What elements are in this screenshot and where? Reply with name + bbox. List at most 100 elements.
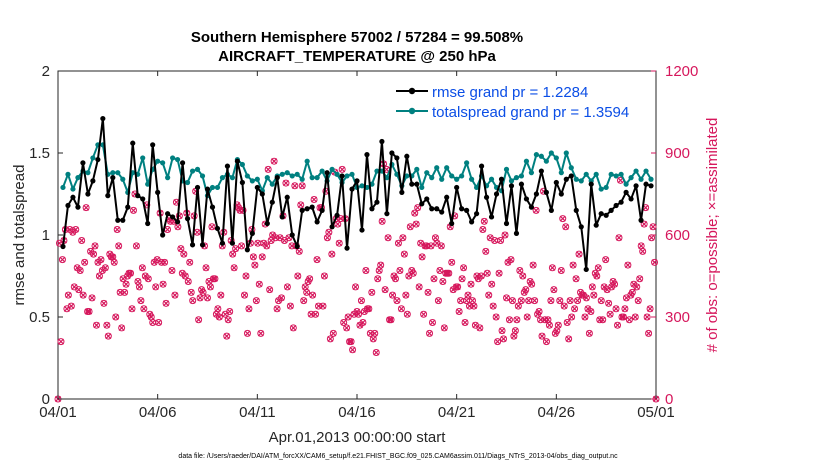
obs-assimilated-point xyxy=(217,292,224,299)
obs-possible-point xyxy=(239,206,247,214)
obs-assimilated-point xyxy=(439,278,446,285)
obs-possible-point xyxy=(307,310,315,318)
obs-assimilated-point xyxy=(444,270,451,277)
obs-assimilated-point xyxy=(493,313,500,321)
obs-assimilated-point xyxy=(524,313,531,321)
obs-assimilated-point xyxy=(650,223,657,230)
totalspread-point xyxy=(155,158,161,164)
obs-possible-point xyxy=(368,288,376,296)
obs-possible-point xyxy=(285,234,293,242)
rmse-point xyxy=(80,160,86,166)
rmse-point xyxy=(239,179,245,186)
rmse-point xyxy=(424,196,430,202)
obs-possible-point xyxy=(440,324,448,332)
obs-possible-point xyxy=(312,310,320,318)
obs-possible-point xyxy=(465,302,473,310)
obs-possible-point xyxy=(503,294,510,302)
obs-assimilated-point xyxy=(456,308,463,315)
obs-possible-point xyxy=(357,297,365,305)
obs-assimilated-point xyxy=(528,281,535,288)
totalspread-point xyxy=(568,165,574,171)
obs-assimilated-point xyxy=(108,253,115,260)
obs-possible-point xyxy=(569,261,577,269)
rmse-point xyxy=(179,160,186,166)
obs-assimilated-point xyxy=(624,262,631,269)
obs-assimilated-point xyxy=(297,201,304,208)
obs-assimilated-point xyxy=(309,292,316,299)
obs-assimilated-point xyxy=(626,316,633,323)
obs-possible-point xyxy=(461,318,469,326)
obs-assimilated-point xyxy=(494,338,501,345)
obs-assimilated-point xyxy=(469,297,476,304)
obs-possible-point xyxy=(492,313,500,321)
obs-assimilated-point xyxy=(321,272,328,280)
obs-assimilated-point xyxy=(365,305,372,312)
obs-assimilated-point xyxy=(163,300,170,307)
obs-possible-point xyxy=(566,297,574,305)
rmse-point xyxy=(454,184,460,191)
obs-possible-point xyxy=(639,247,647,255)
obs-possible-point xyxy=(90,250,98,258)
obs-possible-point xyxy=(411,209,419,217)
obs-assimilated-point xyxy=(346,338,353,345)
rmse-point xyxy=(130,140,136,146)
obs-possible-point xyxy=(482,247,490,255)
totalspread-point xyxy=(184,179,191,186)
obs-assimilated-point xyxy=(223,333,230,340)
rmse-point xyxy=(603,212,609,218)
totalspread-point xyxy=(194,166,201,172)
totalspread-point xyxy=(90,155,96,161)
obs-possible-point xyxy=(621,305,629,313)
rmse-point xyxy=(538,168,544,174)
rmse-point xyxy=(344,245,350,251)
obs-assimilated-point xyxy=(611,281,618,288)
obs-assimilated-point xyxy=(621,305,628,312)
rmse-point xyxy=(459,206,465,212)
rmse-point xyxy=(140,196,146,202)
obs-possible-point xyxy=(206,283,214,291)
obs-assimilated-point xyxy=(457,297,464,304)
obs-assimilated-point xyxy=(161,259,168,266)
obs-assimilated-point xyxy=(491,237,498,244)
y-right-tick-label: 1200 xyxy=(665,63,698,80)
obs-possible-point xyxy=(529,261,537,269)
y-tick-label: 0 xyxy=(42,391,50,408)
obs-assimilated-point xyxy=(562,223,569,230)
obs-possible-point xyxy=(572,275,580,283)
totalspread-point xyxy=(70,186,76,192)
plot-frame xyxy=(57,70,657,400)
rmse-point xyxy=(219,240,226,246)
obs-possible-point xyxy=(451,212,459,220)
obs-possible-point xyxy=(402,291,410,299)
totalspread-point xyxy=(304,158,310,164)
obs-possible-point xyxy=(581,313,589,321)
obs-possible-point xyxy=(488,280,496,288)
obs-assimilated-point xyxy=(376,267,383,274)
obs-possible-point xyxy=(582,294,590,302)
obs-assimilated-point xyxy=(586,330,593,337)
obs-assimilated-point xyxy=(484,270,491,277)
rmse-point xyxy=(374,199,380,205)
rmse-point xyxy=(404,153,410,159)
obs-possible-point xyxy=(184,277,192,285)
obs-assimilated-point xyxy=(210,275,217,282)
obs-assimilated-point xyxy=(312,311,319,318)
rmse-point xyxy=(399,189,405,195)
obs-assimilated-point xyxy=(174,223,181,230)
obs-possible-point xyxy=(606,310,614,318)
obs-possible-point xyxy=(215,313,223,321)
obs-possible-point xyxy=(531,297,539,305)
obs-possible-point xyxy=(298,182,306,190)
obs-assimilated-point xyxy=(231,264,238,271)
obs-assimilated-point xyxy=(463,297,470,304)
obs-possible-point xyxy=(513,316,521,324)
obs-possible-point xyxy=(214,305,222,313)
obs-possible-point xyxy=(100,299,108,307)
obs-possible-point xyxy=(588,283,596,291)
obs-possible-point xyxy=(155,318,163,326)
obs-possible-point xyxy=(476,324,484,332)
obs-possible-point xyxy=(366,329,374,337)
obs-possible-point xyxy=(624,261,632,269)
obs-assimilated-point xyxy=(510,333,517,340)
obs-possible-point xyxy=(611,280,619,288)
